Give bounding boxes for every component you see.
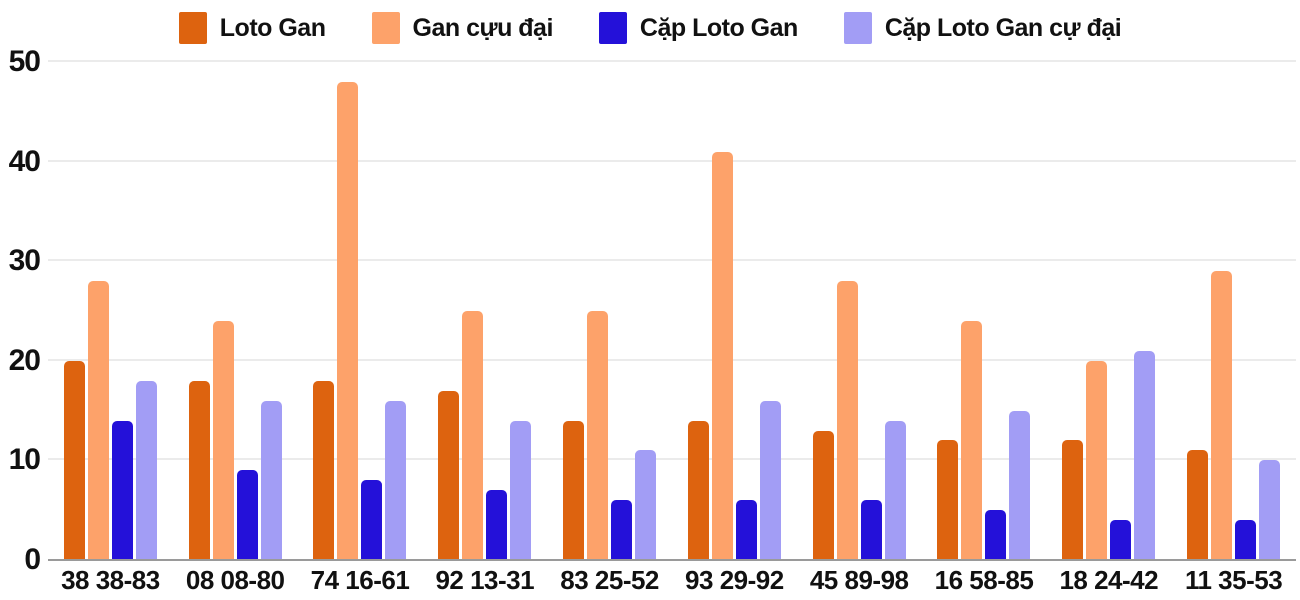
x-tick-label-5: 83 25-52 — [560, 565, 659, 595]
bar-group-5 — [547, 62, 672, 560]
plot-area — [48, 60, 1296, 561]
bar[interactable] — [1235, 520, 1257, 560]
x-tick-label-2: 08 08-80 — [185, 565, 285, 595]
gridline-20 — [48, 358, 1296, 361]
bar[interactable] — [361, 480, 383, 560]
bar[interactable] — [611, 500, 633, 560]
bar[interactable] — [1211, 271, 1233, 560]
bar[interactable] — [687, 420, 709, 560]
bar-group-3 — [298, 62, 423, 560]
y-tick-label-50: 50 — [8, 45, 41, 78]
bar[interactable] — [236, 470, 258, 560]
legend-label: Cặp Loto Gan cự đại — [884, 13, 1122, 42]
bar-group-6 — [672, 62, 797, 560]
bar[interactable] — [337, 81, 359, 560]
bar[interactable] — [188, 380, 210, 560]
legend-item-2[interactable]: Gan cựu đại — [371, 12, 554, 44]
x-tick-label-6: 93 29-92 — [685, 565, 784, 595]
bar-group-2 — [173, 62, 298, 560]
legend-item-1[interactable]: Loto Gan — [178, 12, 326, 44]
bar[interactable] — [385, 400, 407, 560]
bar[interactable] — [510, 420, 532, 560]
bar[interactable] — [961, 320, 983, 560]
x-tick-label-7: 45 89-98 — [809, 565, 909, 595]
bar[interactable] — [735, 500, 757, 560]
x-tick-label-8: 16 58-85 — [934, 565, 1034, 595]
legend-label: Gan cựu đại — [412, 13, 554, 42]
bar[interactable] — [1134, 350, 1156, 560]
legend-item-3[interactable]: Cặp Loto Gan — [598, 12, 798, 44]
y-tick-label-0: 0 — [24, 543, 41, 576]
gridline-40 — [48, 159, 1296, 162]
x-axis-baseline — [48, 559, 1296, 561]
bar[interactable] — [812, 430, 834, 560]
legend-label: Cặp Loto Gan — [639, 13, 798, 42]
chart-legend: Loto Gan Gan cựu đại Cặp Loto Gan Cặp Loto … — [0, 6, 1300, 50]
legend-swatch-icon — [598, 12, 627, 44]
y-tick-label-40: 40 — [8, 144, 41, 178]
bar[interactable] — [937, 440, 959, 560]
bar-group-9 — [1046, 62, 1171, 560]
bar[interactable] — [711, 151, 733, 560]
bar[interactable] — [462, 311, 484, 560]
bar[interactable] — [313, 380, 335, 560]
bar[interactable] — [1062, 440, 1084, 560]
bar[interactable] — [1110, 520, 1132, 560]
x-tick-label-9: 18 24-42 — [1059, 565, 1159, 595]
bar[interactable] — [759, 400, 781, 560]
bar-group-1 — [48, 62, 173, 560]
bar[interactable] — [1009, 410, 1031, 560]
legend-label: Loto Gan — [219, 13, 326, 42]
bar-group-8 — [922, 62, 1047, 560]
bar[interactable] — [635, 450, 657, 560]
bar-group-4 — [422, 62, 547, 560]
bar[interactable] — [1187, 450, 1209, 560]
y-tick-label-10: 10 — [8, 443, 41, 477]
x-axis: 38 38-83 08 08-80 74 16-61 92 13-31 83 25-52… — [48, 562, 1296, 600]
bar[interactable] — [212, 320, 234, 560]
legend-swatch-icon — [371, 12, 400, 44]
gridline-30 — [48, 259, 1296, 262]
y-tick-label-20: 20 — [8, 343, 41, 377]
bar[interactable] — [985, 510, 1007, 560]
bar[interactable] — [587, 311, 609, 560]
bar[interactable] — [87, 281, 109, 560]
gridline-10 — [48, 458, 1296, 461]
bar[interactable] — [884, 420, 906, 560]
bar[interactable] — [260, 400, 282, 560]
bar-group-7 — [797, 62, 922, 560]
bar[interactable] — [1086, 360, 1108, 560]
legend-item-4[interactable]: Cặp Loto Gan cự đại — [843, 12, 1122, 44]
bar[interactable] — [836, 281, 858, 560]
bar-group-10 — [1171, 62, 1296, 560]
legend-swatch-icon — [843, 12, 872, 44]
x-tick-label-10: 11 35-53 — [1184, 565, 1283, 595]
bar[interactable] — [486, 490, 508, 560]
bar[interactable] — [135, 380, 157, 560]
x-tick-label-4: 92 13-31 — [435, 565, 535, 595]
bar[interactable] — [1259, 460, 1281, 560]
bar[interactable] — [438, 390, 460, 560]
legend-swatch-icon — [178, 12, 207, 44]
bar[interactable] — [63, 360, 85, 560]
x-tick-label-1: 38 38-83 — [61, 565, 160, 595]
gridline-50 — [48, 60, 1296, 62]
x-tick-label-3: 74 16-61 — [310, 565, 410, 595]
bar[interactable] — [563, 420, 585, 560]
bar[interactable] — [860, 500, 882, 560]
bar-groups — [48, 62, 1296, 560]
bar[interactable] — [111, 420, 133, 560]
y-tick-label-30: 30 — [8, 244, 41, 278]
